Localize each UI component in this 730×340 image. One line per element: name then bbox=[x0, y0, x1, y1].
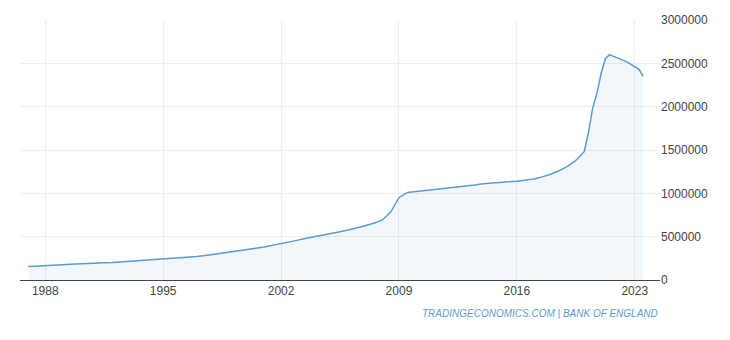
svg-text:500000: 500000 bbox=[661, 230, 701, 244]
svg-text:2002: 2002 bbox=[268, 284, 295, 298]
svg-text:2023: 2023 bbox=[621, 284, 648, 298]
svg-text:2500000: 2500000 bbox=[661, 57, 708, 71]
svg-text:2016: 2016 bbox=[503, 284, 530, 298]
svg-text:1000000: 1000000 bbox=[661, 187, 708, 201]
svg-text:0: 0 bbox=[661, 273, 668, 287]
svg-text:1995: 1995 bbox=[150, 284, 177, 298]
svg-text:1988: 1988 bbox=[32, 284, 59, 298]
svg-text:2000000: 2000000 bbox=[661, 100, 708, 114]
svg-text:1500000: 1500000 bbox=[661, 143, 708, 157]
svg-text:3000000: 3000000 bbox=[661, 13, 708, 27]
svg-text:TRADINGECONOMICS.COM | BANK OF: TRADINGECONOMICS.COM | BANK OF ENGLAND bbox=[422, 308, 658, 319]
svg-text:2009: 2009 bbox=[386, 284, 413, 298]
